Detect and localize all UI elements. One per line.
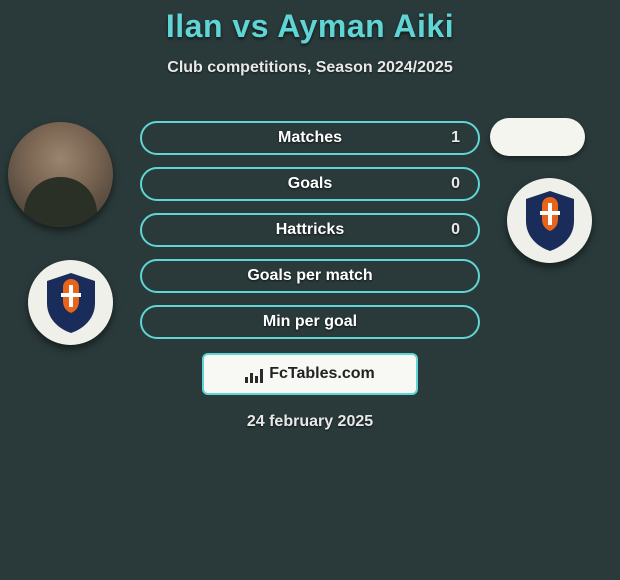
stat-row-matches: Matches 1 <box>140 121 480 155</box>
club-badge-left <box>28 260 113 345</box>
stat-value-right: 1 <box>451 129 460 147</box>
stat-row-hattricks: Hattricks 0 <box>140 213 480 247</box>
page-title: Ilan vs Ayman Aiki <box>0 8 620 45</box>
stat-label: Goals per match <box>247 267 372 285</box>
stat-label: Min per goal <box>263 313 357 331</box>
stat-row-min-per-goal: Min per goal <box>140 305 480 339</box>
player-photo-left <box>8 122 113 227</box>
brand-badge[interactable]: FcTables.com <box>202 353 418 395</box>
brand-text: FcTables.com <box>269 365 375 383</box>
stat-value-right: 0 <box>451 221 460 239</box>
player-photo-right <box>490 118 585 156</box>
club-badge-right <box>507 178 592 263</box>
stat-row-goals-per-match: Goals per match <box>140 259 480 293</box>
stat-label: Matches <box>278 129 342 147</box>
date-label: 24 february 2025 <box>0 413 620 431</box>
subtitle: Club competitions, Season 2024/2025 <box>0 59 620 77</box>
shield-icon <box>522 189 578 253</box>
stat-row-goals: Goals 0 <box>140 167 480 201</box>
shield-icon <box>43 271 99 335</box>
bar-chart-icon <box>245 365 263 383</box>
stats-list: Matches 1 Goals 0 Hattricks 0 Goals per … <box>140 121 480 339</box>
stat-label: Hattricks <box>276 221 344 239</box>
stat-value-right: 0 <box>451 175 460 193</box>
infographic-container: Ilan vs Ayman Aiki Club competitions, Se… <box>0 0 620 431</box>
stat-label: Goals <box>288 175 332 193</box>
